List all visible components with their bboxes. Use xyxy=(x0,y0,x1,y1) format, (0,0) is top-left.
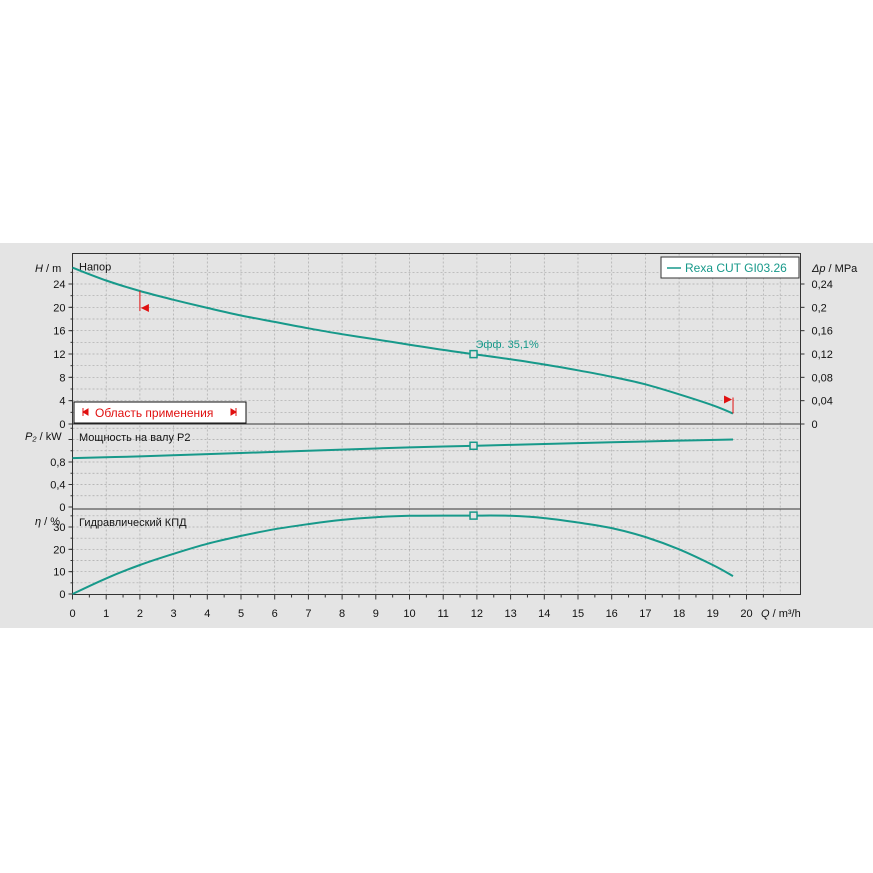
x-tick-label: 12 xyxy=(471,608,483,620)
panel-title: Гидравлический КПД xyxy=(79,517,187,529)
x-tick-label: 6 xyxy=(272,608,278,620)
efficiency-curve xyxy=(72,514,734,595)
y-tick-label: 30 xyxy=(53,522,65,534)
x-tick-label: 4 xyxy=(204,608,210,620)
range-right-marker xyxy=(230,408,237,416)
y-tick-label: 0 xyxy=(59,589,65,601)
y2-tick-label: 0,08 xyxy=(812,372,833,384)
x-tick-label: 14 xyxy=(538,608,550,620)
y2-tick-label: 0,16 xyxy=(812,326,833,338)
y-axis-label: P₂ / kW xyxy=(25,431,62,443)
x-tick-label: 20 xyxy=(740,608,752,620)
x-tick-label: 18 xyxy=(673,608,685,620)
x-tick-label: 15 xyxy=(572,608,584,620)
range-min-flag xyxy=(140,304,149,312)
y-tick-label: 24 xyxy=(53,279,65,291)
range-max-flag xyxy=(724,395,733,404)
y2-axis-label: Δp / MPa xyxy=(811,263,858,275)
y2-tick-label: 0,2 xyxy=(812,302,827,314)
x-tick-label: 11 xyxy=(437,608,448,620)
x-tick-label: 5 xyxy=(238,608,244,620)
y2-tick-label: 0,04 xyxy=(812,396,833,408)
x-tick-label: 13 xyxy=(504,608,516,620)
head-curve xyxy=(72,266,734,415)
range-left-marker xyxy=(82,408,89,416)
y-tick-label: 0 xyxy=(59,419,65,431)
y-tick-label: 0 xyxy=(59,502,65,514)
x-tick-label: 19 xyxy=(707,608,719,620)
x-tick-label: 7 xyxy=(305,608,311,620)
y-tick-label: 10 xyxy=(53,567,65,579)
y2-tick-label: 0,24 xyxy=(812,279,833,291)
legend-label: Rexa CUT GI03.26 xyxy=(685,261,787,275)
x-tick-label: 2 xyxy=(137,608,143,620)
y-tick-label: 4 xyxy=(59,396,65,408)
y2-tick-label: 0,12 xyxy=(812,349,833,361)
y2-tick-label: 0 xyxy=(812,419,818,431)
legend-box xyxy=(660,256,800,279)
panel-title: Напор xyxy=(79,262,111,274)
y-tick-label: 20 xyxy=(53,302,65,314)
x-tick-label: 0 xyxy=(69,608,75,620)
y-tick-label: 8 xyxy=(59,372,65,384)
y-tick-label: 0,4 xyxy=(50,480,65,492)
x-tick-label: 3 xyxy=(171,608,177,620)
x-tick-label: 17 xyxy=(639,608,651,620)
application-range-box xyxy=(73,401,247,424)
y-axis-label: H / m xyxy=(35,263,61,275)
x-tick-label: 10 xyxy=(403,608,415,620)
operating-point-marker xyxy=(469,511,478,520)
x-tick-label: 16 xyxy=(606,608,618,620)
x-tick-label: 9 xyxy=(373,608,379,620)
x-tick-label: 8 xyxy=(339,608,345,620)
panel-title: Мощность на валу P2 xyxy=(79,432,191,444)
y-tick-label: 0,8 xyxy=(50,457,65,469)
operating-point-marker xyxy=(469,349,478,359)
x-tick-label: 1 xyxy=(103,608,109,620)
application-range-label: Область применения xyxy=(95,406,213,420)
y-tick-label: 12 xyxy=(53,349,65,361)
x-axis-label: Q / m³/h xyxy=(761,608,801,620)
y-tick-label: 16 xyxy=(53,326,65,338)
plot-frame xyxy=(72,508,801,595)
power-curve xyxy=(72,438,734,460)
y-tick-label: 20 xyxy=(53,544,65,556)
y-axis-label: η / % xyxy=(35,516,60,528)
operating-point-annotation: Эфф. 35,1% xyxy=(476,339,540,351)
operating-point-marker xyxy=(469,441,478,451)
